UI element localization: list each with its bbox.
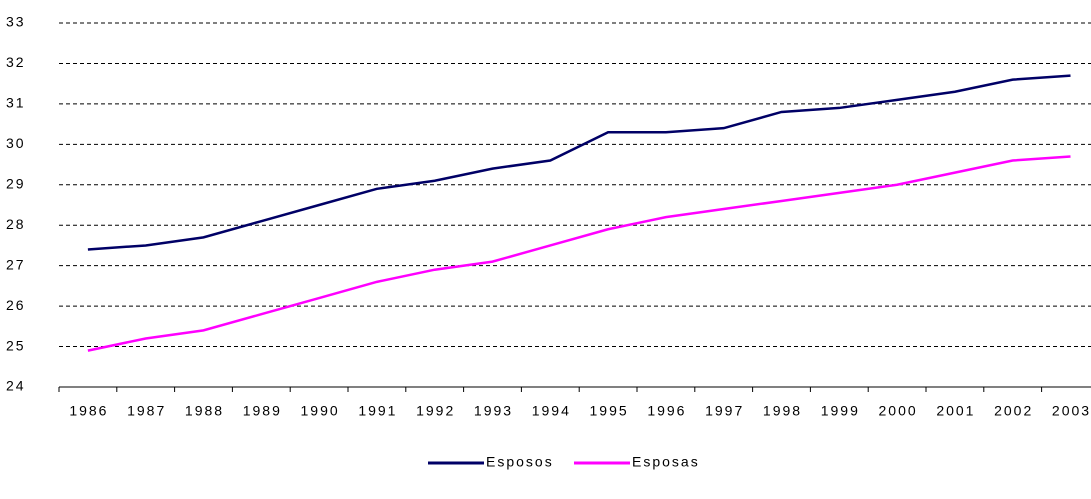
y-tick-label: 29 [6,175,26,191]
series-line [87,74,1071,251]
x-tick-label: 1997 [705,403,744,419]
y-tick-label: 30 [6,135,26,151]
x-tick-label: 1994 [532,403,571,419]
legend-label: Esposos [486,454,554,470]
x-tick-label: 1990 [301,403,340,419]
x-tick-label: 2002 [994,403,1033,419]
x-tick-label: 1989 [243,403,282,419]
series-line [87,155,1071,352]
legend-label: Esposas [632,454,700,470]
y-tick-label: 31 [6,95,26,111]
x-tick-label: 1993 [474,403,513,419]
y-tick-label: 25 [6,337,26,353]
y-tick-label: 33 [6,14,26,30]
x-tick-label: 2000 [879,403,918,419]
y-tick-label: 32 [6,54,26,70]
y-tick-label: 28 [6,216,26,232]
x-tick-label: 1999 [821,403,860,419]
x-tick-label: 1987 [127,403,166,419]
y-tick-label: 26 [6,297,26,313]
y-tick-label: 27 [6,256,26,272]
x-tick-label: 2003 [1052,403,1091,419]
x-tick-label: 1995 [590,403,629,419]
x-tick-label: 1992 [416,403,455,419]
x-tick-label: 2001 [936,403,975,419]
x-tick-label: 1998 [763,403,802,419]
y-tick-label: 24 [6,378,26,394]
x-tick-label: 1986 [69,403,108,419]
x-tick-label: 1988 [185,403,224,419]
x-tick-label: 1991 [358,403,397,419]
x-tick-label: 1996 [647,403,686,419]
